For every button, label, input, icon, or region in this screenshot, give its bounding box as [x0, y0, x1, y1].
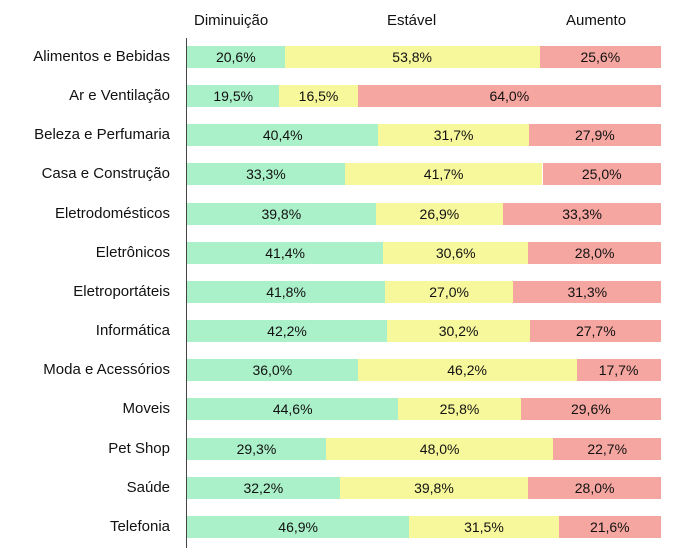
data-label-estavel-casa-e-construcao: 41,7% [423, 166, 464, 183]
bar-segment-aumento-saude [528, 476, 661, 499]
bar-segment-estavel-beleza-e-perfumaria [378, 124, 529, 147]
category-label-moda-e-acessorios: Moda e Acessórios [43, 361, 170, 379]
bar-segment-estavel-casa-e-construcao [344, 163, 543, 186]
data-label-aumento-telefonia: 21,6% [589, 518, 630, 535]
data-label-aumento-saude: 28,0% [574, 479, 615, 496]
bar-segment-diminuicao-beleza-e-perfumaria [187, 124, 379, 147]
data-label-aumento-eletrodomesticos: 33,3% [562, 205, 602, 222]
data-label-aumento-moveis: 29,6% [570, 401, 611, 418]
category-label-alimentos-e-bebidas: Alimentos e Bebidas [33, 48, 170, 65]
data-label-estavel-beleza-e-perfumaria: 31,7% [433, 127, 474, 144]
category-label-telefonia: Telefonia [109, 517, 170, 535]
data-label-aumento-informatica: 27,7% [575, 323, 616, 340]
data-label-diminuicao-pet-shop: 29,3% [236, 440, 277, 457]
bar-segment-aumento-alimentos-e-bebidas [539, 46, 661, 68]
category-label-casa-e-construcao: Casa e Construção [41, 165, 170, 183]
bar-segment-aumento-moda-e-acessorios [576, 359, 661, 382]
data-label-estavel-informatica: 30,2% [438, 323, 479, 340]
bar-segment-diminuicao-eletronicos [187, 241, 384, 264]
data-label-diminuicao-eletrodomesticos: 39,8% [261, 205, 302, 222]
data-label-aumento-casa-e-construcao: 25,0% [581, 166, 622, 183]
data-label-estavel-telefonia: 31,5% [464, 518, 504, 535]
bar-segment-diminuicao-eletroportateis [187, 280, 386, 303]
bar-segment-aumento-pet-shop [553, 437, 661, 460]
data-label-diminuicao-moda-e-acessorios: 36,0% [252, 362, 293, 379]
bar-segment-aumento-beleza-e-perfumaria [528, 124, 661, 147]
data-label-diminuicao-beleza-e-perfumaria: 40,4% [262, 127, 303, 144]
bar-segment-diminuicao-telefonia [187, 515, 410, 538]
bar-segment-estavel-moda-e-acessorios [357, 359, 577, 382]
bar-segment-estavel-moveis [398, 398, 521, 421]
bar-segment-diminuicao-saude [187, 476, 340, 499]
category-label-moveis: Moveis [122, 400, 170, 418]
data-label-estavel-moveis: 25,8% [439, 401, 480, 418]
bar-segment-estavel-alimentos-e-bebidas [284, 46, 540, 68]
bar-segment-diminuicao-pet-shop [187, 437, 326, 460]
data-label-aumento-pet-shop: 22,7% [587, 440, 628, 457]
bar-segment-diminuicao-ar-e-ventilacao [187, 85, 280, 108]
bar-segment-estavel-ar-e-ventilacao [279, 85, 358, 108]
category-label-informatica: Informática [95, 322, 170, 340]
data-label-diminuicao-casa-e-construcao: 33,3% [246, 166, 286, 183]
category-label-beleza-e-perfumaria: Beleza e Perfumaria [34, 126, 170, 144]
data-label-diminuicao-eletroportateis: 41,8% [266, 283, 306, 300]
bar-segment-aumento-informatica [530, 320, 662, 343]
bar-segment-aumento-eletronicos [528, 241, 661, 264]
category-axis-line [186, 38, 187, 548]
bar-segment-estavel-saude [339, 476, 529, 499]
data-label-diminuicao-telefonia: 46,9% [278, 518, 318, 535]
data-label-diminuicao-ar-e-ventilacao: 19,5% [213, 88, 254, 105]
data-label-estavel-moda-e-acessorios: 46,2% [447, 362, 487, 379]
data-label-diminuicao-alimentos-e-bebidas: 20,6% [215, 49, 256, 65]
data-label-estavel-eletrodomesticos: 26,9% [419, 205, 460, 222]
category-label-ar-e-ventilacao: Ar e Ventilação [69, 87, 170, 105]
bar-segment-estavel-eletroportateis [385, 280, 514, 303]
data-label-estavel-eletroportateis: 27,0% [429, 283, 469, 300]
category-label-saude: Saúde [126, 478, 170, 496]
data-label-estavel-pet-shop: 48,0% [419, 440, 460, 457]
data-label-aumento-beleza-e-perfumaria: 27,9% [575, 127, 615, 144]
data-label-diminuicao-saude: 32,2% [243, 479, 284, 496]
bar-segment-aumento-casa-e-construcao [542, 163, 661, 186]
data-label-estavel-ar-e-ventilacao: 16,5% [298, 88, 339, 105]
bar-segment-aumento-ar-e-ventilacao [357, 85, 661, 108]
bar-segment-diminuicao-eletrodomesticos [187, 202, 376, 225]
legend-label-diminuicao: Diminuição [194, 12, 269, 29]
bar-segment-estavel-telefonia [409, 515, 559, 538]
bar-segment-aumento-eletrodomesticos [503, 202, 661, 225]
bar-segment-estavel-eletrodomesticos [375, 202, 504, 225]
category-label-pet-shop: Pet Shop [108, 439, 170, 457]
bar-segment-diminuicao-alimentos-e-bebidas [187, 46, 285, 68]
data-label-estavel-alimentos-e-bebidas: 53,8% [392, 49, 432, 65]
bar-segment-diminuicao-moda-e-acessorios [187, 359, 358, 382]
bar-segment-diminuicao-informatica [187, 320, 388, 343]
data-label-estavel-eletronicos: 30,6% [435, 244, 476, 261]
data-label-aumento-eletroportateis: 31,3% [567, 283, 608, 300]
bar-segment-estavel-informatica [387, 320, 531, 343]
data-label-diminuicao-informatica: 42,2% [267, 323, 307, 340]
category-label-eletroportateis: Eletroportáteis [73, 282, 170, 300]
legend-label-estavel: Estável [387, 12, 437, 29]
bar-segment-estavel-eletronicos [383, 241, 529, 264]
data-label-aumento-alimentos-e-bebidas: 25,6% [580, 49, 621, 65]
data-label-aumento-eletronicos: 28,0% [574, 244, 615, 261]
data-label-aumento-ar-e-ventilacao: 64,0% [489, 88, 530, 105]
category-label-eletronicos: Eletrônicos [95, 243, 170, 261]
data-label-diminuicao-moveis: 44,6% [272, 401, 313, 418]
category-label-eletrodomesticos: Eletrodomésticos [54, 204, 170, 222]
bar-segment-aumento-moveis [520, 398, 661, 421]
bar-segment-diminuicao-moveis [187, 398, 399, 421]
data-label-aumento-moda-e-acessorios: 17,7% [598, 362, 639, 379]
bar-segment-diminuicao-casa-e-construcao [187, 163, 345, 186]
legend-label-aumento: Aumento [566, 12, 627, 29]
bar-segment-estavel-pet-shop [325, 437, 554, 460]
bar-segment-aumento-eletroportateis [513, 280, 662, 303]
bar-segment-aumento-telefonia [558, 515, 661, 538]
data-label-diminuicao-eletronicos: 41,4% [265, 244, 305, 261]
data-label-estavel-saude: 39,8% [414, 479, 454, 496]
